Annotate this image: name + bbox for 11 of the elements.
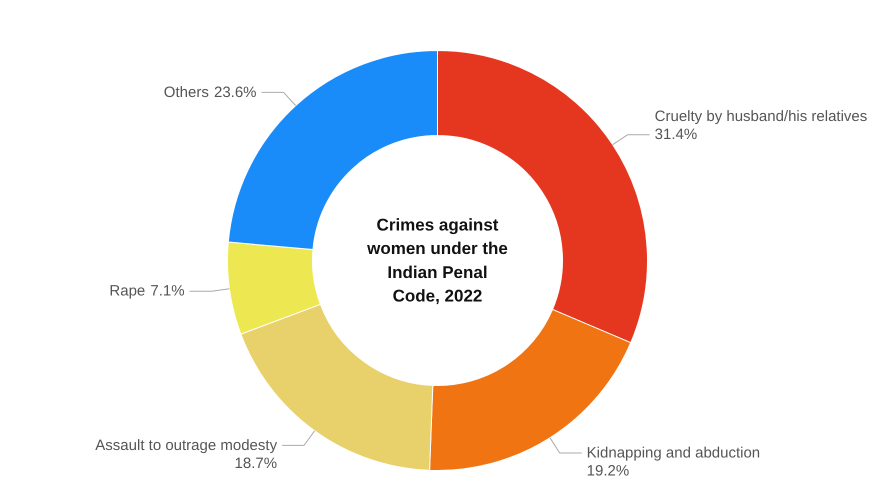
- data-label: 18.7%: [234, 454, 278, 472]
- slice-label: Assault to outrage modesty: [95, 436, 278, 454]
- data-label: 23.6%: [214, 84, 257, 101]
- slice-label: Cruelty by husband/his relatives: [654, 108, 868, 126]
- slice-label: Rape: [109, 282, 146, 300]
- text: Crimes against women under the Indian Penal Code, 2022: [366, 215, 508, 306]
- slice-label: Others: [164, 84, 209, 101]
- data-label: 7.1%: [150, 282, 185, 300]
- data-label: 31.4%: [654, 126, 698, 144]
- data-label: 19.2%: [586, 462, 630, 480]
- slice-label: Kidnapping and abduction: [586, 444, 760, 462]
